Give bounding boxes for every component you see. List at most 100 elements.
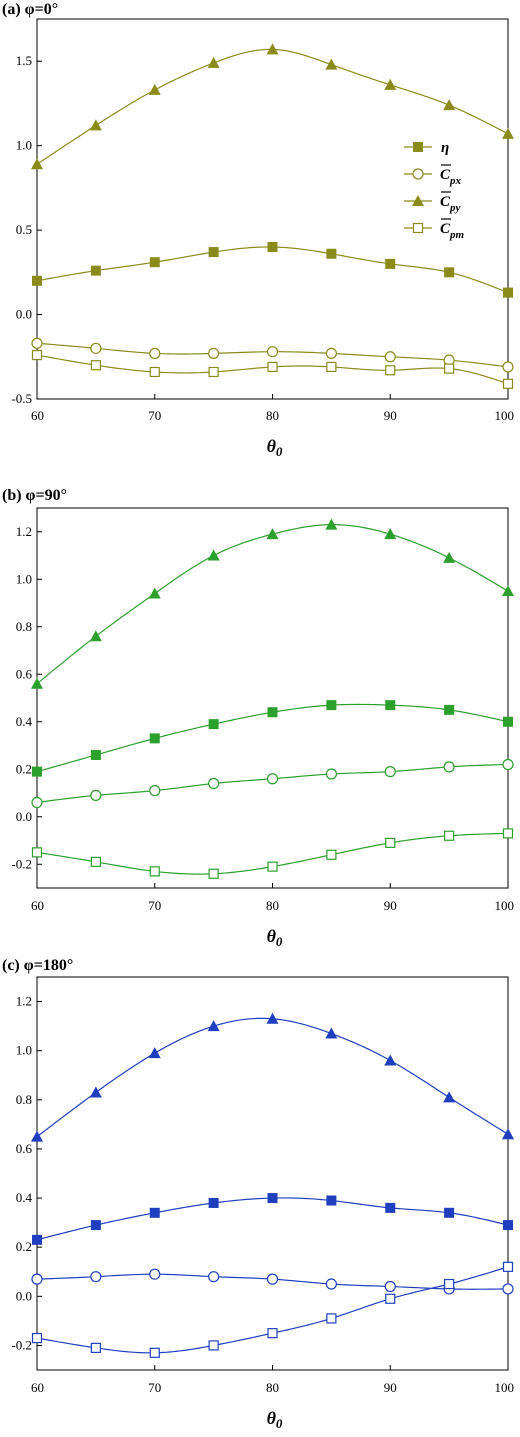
data-point (208, 1271, 220, 1283)
data-point (148, 1047, 161, 1059)
data-point (266, 1273, 279, 1285)
data-point (502, 127, 514, 139)
data-point (326, 700, 337, 711)
series-η (32, 700, 513, 777)
data-point (32, 1234, 42, 1245)
data-point (502, 1261, 514, 1272)
y-tick-label: 0.2 (16, 1239, 32, 1254)
series-η (32, 1193, 513, 1245)
y-tick-label: 0.0 (16, 1288, 32, 1303)
data-point (444, 1278, 455, 1290)
data-point (90, 342, 102, 354)
y-tick-label: 0.6 (16, 666, 33, 681)
y-tick-label: 0.4 (16, 714, 33, 729)
data-point (384, 766, 396, 778)
data-point (207, 56, 220, 68)
data-point (503, 1220, 513, 1231)
series-Cpx (31, 1268, 514, 1295)
data-point (149, 366, 160, 378)
panel-3: (c) φ=180° -0.2 0.0 0.2 0.4 0.6 0.8 1.0 1.2 60 70 8… (2, 957, 514, 1431)
data-point (32, 766, 42, 777)
x-tick-label: 60 (31, 408, 44, 423)
data-point (90, 1220, 101, 1231)
data-point (207, 549, 220, 561)
x-axis-label: θ0 (267, 926, 283, 949)
data-point (385, 837, 396, 848)
y-tick-label: 1.2 (16, 524, 32, 539)
legend-marker (412, 222, 424, 234)
data-point (502, 361, 514, 373)
data-point (443, 1091, 456, 1103)
data-point (267, 707, 278, 718)
data-point (207, 1020, 220, 1032)
panel-2: (b) φ=90° -0.2 0.0 0.2 0.4 0.6 0.8 1.0 1.2 60 70 80… (2, 487, 514, 949)
data-point (385, 1293, 396, 1304)
data-point (267, 861, 278, 872)
series-line (37, 1197, 508, 1241)
y-tick-label: 0.4 (16, 1190, 33, 1205)
y-tick-label: 0.0 (16, 809, 32, 824)
y-tick-label: 0.6 (16, 1141, 33, 1156)
y-tick-label: 0.0 (16, 307, 32, 322)
data-point (149, 347, 161, 359)
data-point (149, 785, 161, 797)
data-point (444, 1207, 455, 1218)
data-point (31, 677, 43, 689)
y-tick-label: 0.8 (16, 1092, 32, 1107)
data-point (31, 847, 43, 858)
series-Cpm (31, 1261, 514, 1358)
data-point (384, 528, 397, 540)
data-point (31, 349, 43, 361)
y-tick-label: 1.0 (16, 138, 32, 153)
panel-1: (a) φ=0° -0.5 0.0 0.5 1.0 1.5 60 70 80 90 100 θ0 η Cp… (2, 1, 514, 459)
data-point (149, 1268, 161, 1280)
x-tick-label: 90 (384, 898, 397, 913)
data-point (31, 796, 43, 809)
data-point (326, 849, 337, 860)
series-Cpy (31, 518, 514, 689)
data-point (208, 777, 220, 790)
data-point (444, 363, 455, 374)
legend: η Cpx Cpy Cpm (404, 140, 465, 241)
data-point (385, 1202, 396, 1213)
x-axis-label: θ0 (267, 436, 283, 459)
data-point (31, 1273, 43, 1285)
data-point (502, 1128, 514, 1140)
data-point (325, 518, 338, 530)
legend-label: Cpm (440, 221, 465, 241)
series-line (37, 48, 508, 165)
series-line (37, 524, 508, 685)
data-point (208, 1197, 219, 1208)
plot-frame (36, 18, 509, 400)
data-point (326, 1195, 337, 1206)
y-tick-label: -0.2 (11, 1337, 32, 1352)
data-point (266, 346, 279, 358)
data-point (148, 83, 161, 95)
series-Cpx (31, 337, 514, 373)
data-point (502, 1283, 514, 1295)
data-point (266, 528, 279, 540)
data-point (384, 78, 397, 90)
data-point (444, 830, 455, 841)
y-tick-label: 1.2 (16, 994, 32, 1009)
x-axis-label: θ0 (267, 1408, 283, 1431)
x-tick-label: 70 (148, 898, 161, 913)
data-point (325, 347, 337, 359)
series-Cpy (31, 43, 514, 170)
data-point (326, 248, 337, 259)
plot-frame (36, 976, 509, 1371)
data-point (443, 99, 456, 111)
data-point (149, 1207, 160, 1218)
legend-marker (412, 195, 424, 206)
data-point (208, 366, 219, 378)
y-tick-label: -0.2 (11, 856, 32, 871)
data-point (326, 361, 337, 373)
series-Cpm (31, 349, 514, 389)
legend-marker (413, 142, 423, 152)
data-point (444, 267, 455, 278)
data-point (503, 716, 513, 727)
data-point (384, 351, 396, 363)
y-tick-label: 1.5 (16, 53, 32, 68)
